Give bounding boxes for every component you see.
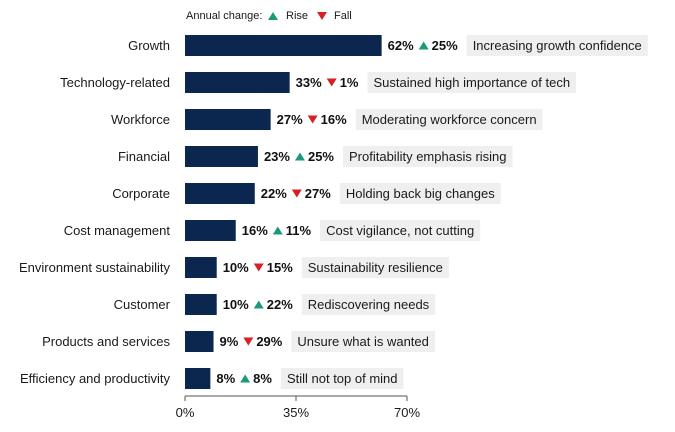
value-label: 22% — [261, 186, 287, 201]
category-label: Workforce — [111, 112, 170, 127]
legend-title: Annual change: — [186, 10, 262, 22]
bar — [185, 294, 217, 315]
legend: Annual change: Rise Fall — [186, 10, 352, 22]
bar-row: Efficiency and productivity 8% 8% Still not… — [20, 368, 404, 389]
category-label: Environment sustainability — [19, 260, 171, 275]
x-axis: 0% 35% 70% — [176, 395, 420, 420]
change-label: 1% — [340, 75, 359, 90]
bar-row: Growth 62% 25% Increasing growth confidence — [128, 35, 648, 56]
bars-layer: Growth 62% 25% Increasing growth confidence… — [19, 35, 648, 389]
fall-icon — [291, 189, 302, 198]
category-label: Corporate — [112, 186, 170, 201]
change-label: 25% — [432, 38, 458, 53]
value-label: 33% — [296, 75, 322, 90]
value-label: 16% — [242, 223, 268, 238]
fall-icon — [307, 115, 318, 124]
value-label: 9% — [220, 334, 239, 349]
annotation-box — [355, 109, 543, 130]
bar-row: Customer 10% 22% Rediscovering needs — [114, 294, 436, 315]
bar-row: Workforce 27% 16% Moderating workforce conc… — [111, 109, 543, 130]
bar — [185, 72, 290, 93]
value-label: 27% — [277, 112, 303, 127]
fall-icon — [243, 337, 254, 346]
annotation-box — [301, 294, 436, 315]
legend-fall-label: Fall — [334, 10, 352, 22]
bar-row: Cost management 16% 11% Cost vigilance, not… — [64, 220, 481, 241]
category-label: Cost management — [64, 223, 171, 238]
category-label: Growth — [128, 38, 170, 53]
bar — [185, 109, 271, 130]
bar — [185, 220, 236, 241]
category-label: Products and services — [42, 334, 170, 349]
annotation-text: Unsure what is wanted — [297, 334, 429, 349]
annotation-text: Sustained high importance of tech — [373, 75, 570, 90]
annotation-box — [291, 331, 435, 352]
annotation-box — [343, 146, 513, 167]
annotation-text: Rediscovering needs — [308, 297, 430, 312]
bar — [185, 257, 217, 278]
rise-icon — [418, 41, 429, 50]
bar — [185, 368, 211, 389]
value-label: 62% — [388, 38, 414, 53]
bar-row: Financial 23% 25% Profitability emphasis ri… — [118, 146, 513, 167]
bar-row: Corporate 22% 27% Holding back big changes — [112, 183, 501, 204]
annotation-text: Sustainability resilience — [308, 260, 443, 275]
bar-row: Products and services 9% 29% Unsure what is… — [42, 331, 435, 352]
category-label: Technology-related — [60, 75, 170, 90]
rise-icon — [253, 300, 264, 309]
rise-icon — [268, 12, 278, 20]
value-label: 23% — [264, 149, 290, 164]
legend-rise-label: Rise — [286, 10, 308, 22]
bar-row: Environment sustainability 10% 15% Sustaina… — [19, 257, 449, 278]
annotation-text: Profitability emphasis rising — [349, 149, 507, 164]
fall-icon — [317, 12, 327, 20]
change-label: 22% — [267, 297, 293, 312]
category-label: Efficiency and productivity — [20, 371, 171, 386]
annotation-box — [320, 220, 481, 241]
rise-icon — [294, 152, 305, 161]
annotation-box — [466, 35, 648, 56]
change-label: 15% — [267, 260, 293, 275]
bar-row: Technology-related 33% 1% Sustained high im… — [60, 72, 577, 93]
annotation-box — [280, 368, 404, 389]
fall-icon — [326, 78, 337, 87]
change-label: 27% — [305, 186, 331, 201]
change-label: 8% — [253, 371, 272, 386]
change-label: 16% — [321, 112, 347, 127]
category-label: Financial — [118, 149, 170, 164]
rise-icon — [272, 226, 283, 235]
annotation-text: Still not top of mind — [287, 371, 398, 386]
value-label: 10% — [223, 260, 249, 275]
bar — [185, 35, 382, 56]
annotation-text: Increasing growth confidence — [473, 38, 642, 53]
change-label: 29% — [256, 334, 282, 349]
value-label: 10% — [223, 297, 249, 312]
bar — [185, 183, 255, 204]
annotation-text: Holding back big changes — [346, 186, 495, 201]
rise-icon — [240, 374, 251, 383]
annotation-box — [339, 183, 501, 204]
annotation-text: Moderating workforce concern — [362, 112, 537, 127]
x-tick-label: 0% — [176, 405, 195, 420]
annotation-box — [301, 257, 449, 278]
value-label: 8% — [216, 371, 235, 386]
x-tick-label: 70% — [394, 405, 420, 420]
fall-icon — [253, 263, 264, 272]
bar — [185, 331, 214, 352]
change-label: 11% — [286, 223, 312, 238]
category-label: Customer — [114, 297, 171, 312]
annotation-box — [367, 72, 577, 93]
change-label: 25% — [308, 149, 334, 164]
x-tick-label: 35% — [283, 405, 309, 420]
bar — [185, 146, 258, 167]
annotation-text: Cost vigilance, not cutting — [326, 223, 474, 238]
